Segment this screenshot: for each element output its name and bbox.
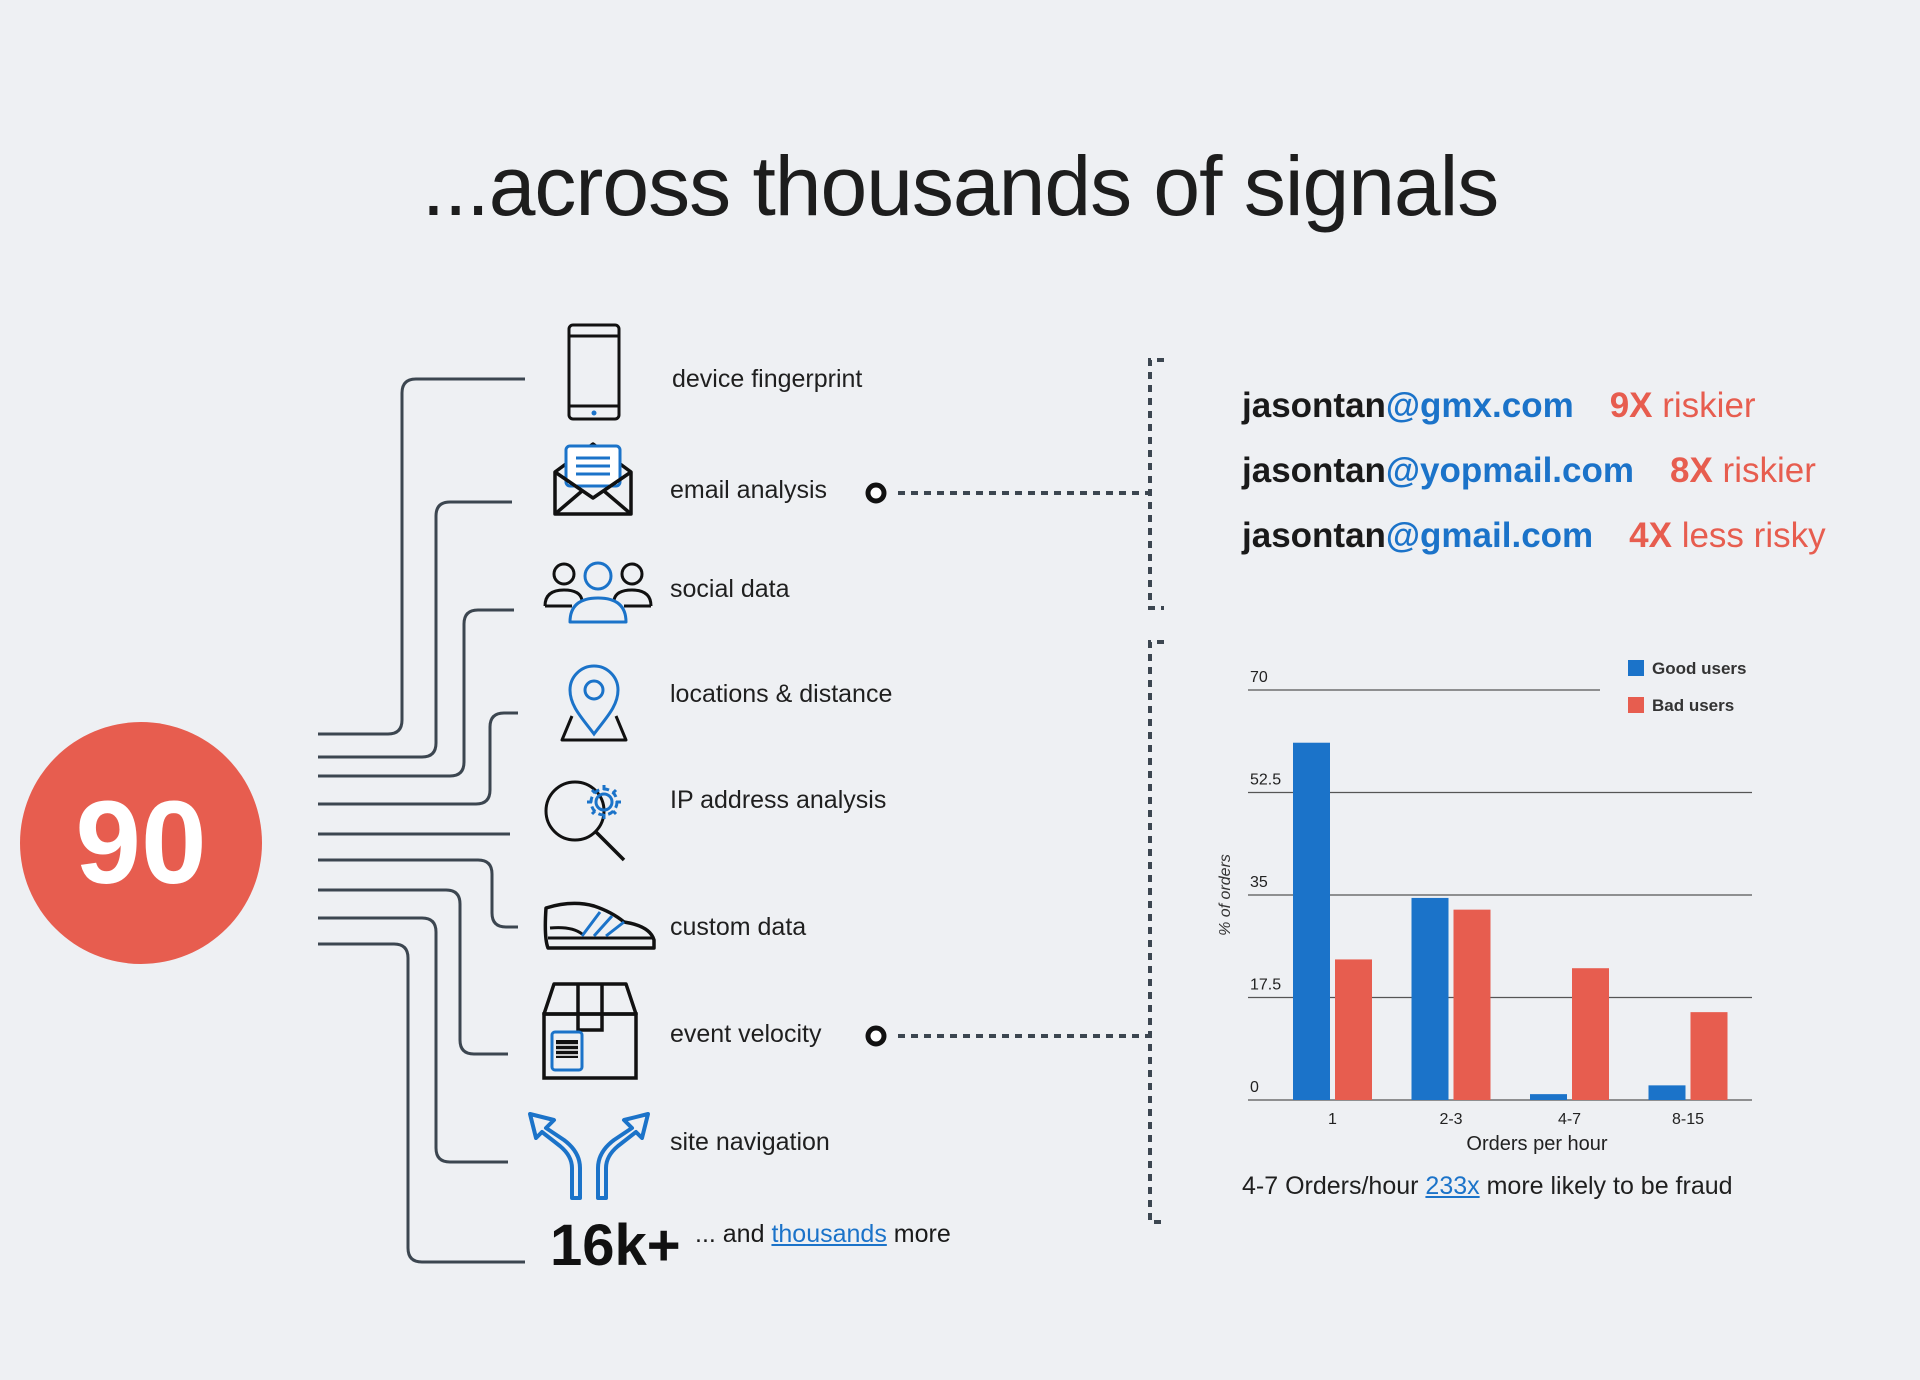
connector-navigation xyxy=(318,916,508,1164)
bar-bad-users xyxy=(1453,909,1491,1100)
sneaker-icon xyxy=(543,901,656,950)
signal-label-social: social data xyxy=(670,575,790,603)
y-tick-label: 70 xyxy=(1250,669,1268,686)
x-tick-label: 4-7 xyxy=(1558,1111,1581,1128)
risk-score-badge: 90 xyxy=(20,722,262,964)
connector-velocity xyxy=(318,888,508,1056)
location-pin-icon xyxy=(560,664,628,742)
connector-device xyxy=(318,377,525,736)
email-domain: @gmail.com xyxy=(1385,516,1594,555)
connector-social xyxy=(318,608,514,778)
chart-caption: 4-7 Orders/hour 233x more likely to be f… xyxy=(1242,1172,1733,1201)
y-tick-label: 35 xyxy=(1250,874,1268,891)
envelope-icon xyxy=(553,442,633,516)
caption-prefix: 4-7 Orders/hour xyxy=(1242,1172,1426,1200)
signal-label-custom: custom data xyxy=(670,913,807,941)
signal-label-velocity: event velocity xyxy=(670,1020,822,1048)
smartphone-icon xyxy=(567,323,621,421)
signal-label-navigation: site navigation xyxy=(670,1128,830,1156)
risk-multiplier: 4X xyxy=(1629,516,1672,555)
legend-label: Bad users xyxy=(1652,696,1734,715)
signal-label-email: email analysis xyxy=(670,476,828,504)
email-bracket xyxy=(1148,358,1164,610)
x-tick-label: 1 xyxy=(1328,1111,1337,1128)
y-tick-label: 52.5 xyxy=(1250,772,1281,789)
bar-good-users xyxy=(1411,897,1449,1100)
caption-suffix: more likely to be fraud xyxy=(1479,1172,1733,1200)
users-icon xyxy=(543,561,653,624)
risk-text: less risky xyxy=(1671,516,1826,555)
y-tick-label: 0 xyxy=(1250,1079,1259,1096)
more-signals-text: ... and thousands more xyxy=(695,1220,951,1249)
x-axis-label: Orders per hour xyxy=(1466,1133,1608,1155)
more-prefix: ... and xyxy=(695,1220,772,1248)
split-arrow-icon xyxy=(528,1112,650,1200)
y-axis-label: % of orders xyxy=(1217,854,1234,936)
signal-label-ip: IP address analysis xyxy=(670,786,887,814)
legend-label: Good users xyxy=(1652,659,1746,678)
bar-bad-users xyxy=(1335,959,1372,1100)
email-domain: @gmx.com xyxy=(1385,386,1574,425)
email-link-node xyxy=(865,482,887,504)
connector-location xyxy=(318,711,518,806)
signal-count: 16k+ xyxy=(550,1213,681,1278)
connector-email xyxy=(318,500,512,759)
risk-text: riskier xyxy=(1652,386,1756,425)
orders-per-hour-chart: 0 17.5 35 52.5 70 % of orders 1 2-3 4-7 8-15 Order… xyxy=(1217,659,1752,1155)
risk-multiplier: 8X xyxy=(1670,451,1713,490)
legend-swatch xyxy=(1628,697,1644,713)
email-user: jasontan xyxy=(1242,451,1386,490)
bar-bad-users xyxy=(1690,1012,1728,1100)
page-title: ...across thousands of signals xyxy=(421,139,1500,233)
ratio-link[interactable]: 233x xyxy=(1425,1172,1480,1200)
more-suffix: more xyxy=(886,1220,951,1248)
legend-swatch xyxy=(1628,660,1644,676)
chart-bracket xyxy=(1148,640,1164,1224)
thousands-link[interactable]: thousands xyxy=(771,1220,887,1248)
risk-text: riskier xyxy=(1712,451,1816,490)
bar-bad-users xyxy=(1572,968,1609,1100)
signal-label-location: locations & distance xyxy=(670,680,893,708)
bar-good-users xyxy=(1293,742,1330,1100)
gear-search-icon xyxy=(544,780,626,862)
bar-good-users xyxy=(1530,1094,1567,1100)
x-tick-label: 2-3 xyxy=(1439,1111,1462,1128)
email-risk-row: jasontan@gmx.com 9X riskier xyxy=(1242,386,1756,426)
risk-multiplier: 9X xyxy=(1609,386,1653,425)
email-user: jasontan xyxy=(1242,516,1386,555)
connector-more xyxy=(318,942,525,1264)
connector-custom xyxy=(318,858,518,929)
email-user: jasontan xyxy=(1242,386,1386,425)
email-domain: @yopmail.com xyxy=(1385,451,1634,490)
package-icon xyxy=(542,982,638,1080)
velocity-link-node xyxy=(865,1025,887,1047)
email-risk-row: jasontan@yopmail.com 8X riskier xyxy=(1242,451,1816,491)
y-tick-label: 17.5 xyxy=(1250,977,1281,994)
x-tick-label: 8-15 xyxy=(1672,1111,1704,1128)
bar-good-users xyxy=(1648,1085,1686,1100)
email-risk-row: jasontan@gmail.com 4X less risky xyxy=(1242,516,1826,556)
signal-label-device: device fingerprint xyxy=(672,365,863,393)
